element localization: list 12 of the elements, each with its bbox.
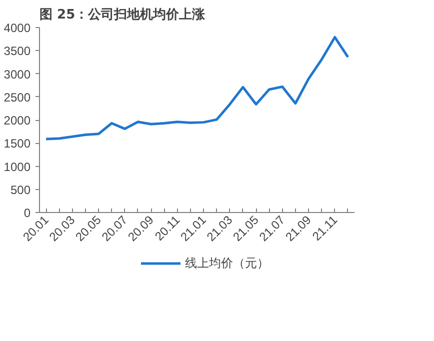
- y-tick-label: 2000: [4, 114, 31, 128]
- y-tick-label: 1500: [4, 136, 31, 151]
- y-tick-label: 3500: [4, 44, 31, 58]
- chart-title: 图 25：公司扫地机均价上涨: [40, 8, 206, 22]
- y-tick-label: 3000: [4, 67, 31, 82]
- y-tick-label: 0: [24, 206, 31, 220]
- legend-label: 线上均价（元）: [185, 254, 269, 272]
- y-tick-label: 1000: [4, 160, 31, 174]
- y-tick-label: 2500: [4, 90, 31, 104]
- line-series: [44, 36, 350, 140]
- y-tick-label: 500: [10, 182, 31, 197]
- y-tick-label: 4000: [4, 21, 31, 35]
